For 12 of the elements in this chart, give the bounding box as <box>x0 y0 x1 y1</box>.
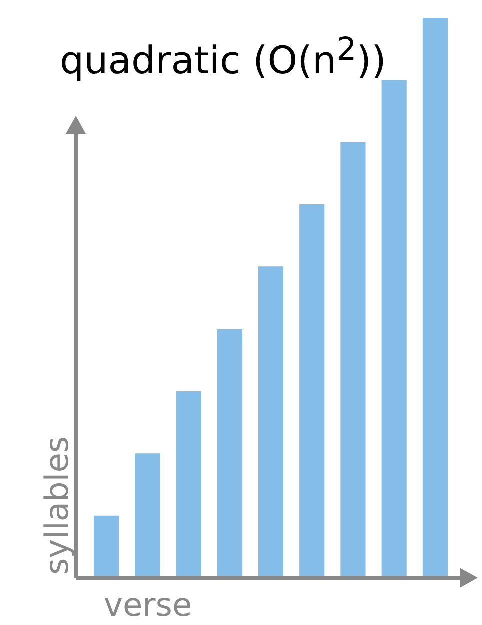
bar <box>94 516 120 578</box>
bar <box>258 266 284 578</box>
bar <box>422 18 448 578</box>
bar <box>340 142 366 578</box>
text: quadratic (O(n$^{2}$)) <box>60 32 386 83</box>
bar <box>382 80 407 578</box>
y-axis-title: syllables <box>38 436 76 575</box>
bar <box>300 204 325 578</box>
x-axis-title: verse <box>104 586 192 624</box>
bar <box>217 329 242 578</box>
bar <box>176 392 202 578</box>
bar <box>135 454 160 578</box>
